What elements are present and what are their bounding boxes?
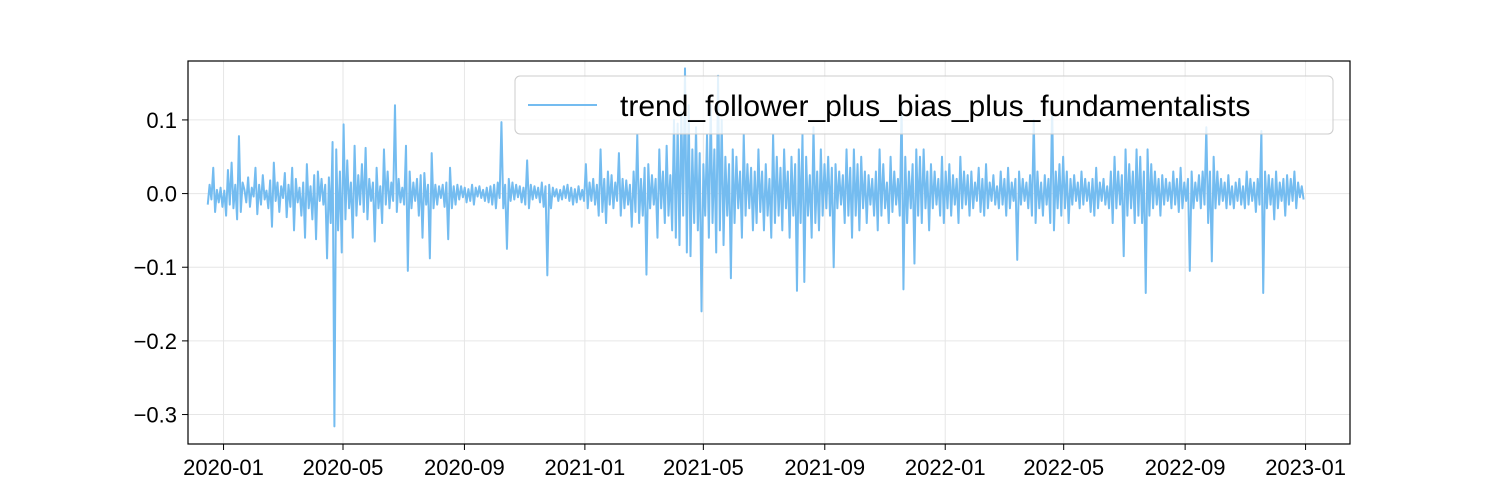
x-tick-label: 2023-01 xyxy=(1265,455,1346,480)
x-tick-label: 2021-09 xyxy=(784,455,865,480)
series-line xyxy=(206,67,1305,428)
x-tick-label: 2022-01 xyxy=(905,455,986,480)
plot-area xyxy=(206,67,1305,428)
y-tick-label: −0.1 xyxy=(134,255,177,280)
x-tick-label: 2020-01 xyxy=(183,455,264,480)
y-tick-label: −0.3 xyxy=(134,403,177,428)
y-axis: 0.1 0.0 −0.1 −0.2 −0.3 xyxy=(134,108,188,428)
legend-box xyxy=(514,75,1334,135)
y-tick-label: 0.0 xyxy=(146,182,177,207)
y-tick-label: 0.1 xyxy=(146,108,177,133)
x-tick-label: 2021-01 xyxy=(545,455,626,480)
x-tick-label: 2020-05 xyxy=(303,455,384,480)
x-tick-label: 2022-05 xyxy=(1023,455,1104,480)
legend: trend_follower_plus_bias_plus_fundamenta… xyxy=(514,75,1334,135)
y-tick-label: −0.2 xyxy=(134,329,177,354)
x-tick-label: 2022-09 xyxy=(1145,455,1226,480)
x-axis: 2020-01 2020-05 2020-09 2021-01 2021-05 2021-… xyxy=(183,444,1346,480)
axes-frame xyxy=(187,60,1351,445)
legend-label: trend_follower_plus_bias_plus_fundamenta… xyxy=(620,90,1250,123)
x-tick-label: 2021-05 xyxy=(663,455,744,480)
x-tick-label: 2020-09 xyxy=(424,455,505,480)
